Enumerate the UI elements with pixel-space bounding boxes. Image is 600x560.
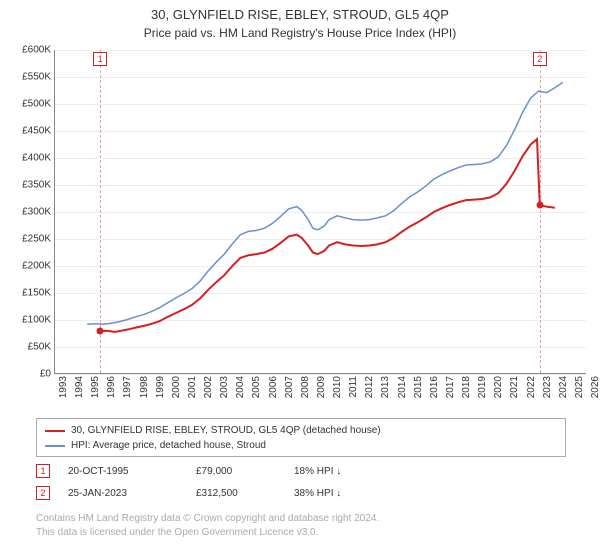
marker-label-box: 1 [93,52,107,66]
marker-dot [536,202,543,209]
sale-diff: 38% HPI [294,488,384,499]
x-tick-label: 2009 [316,376,327,398]
x-tick-label: 2017 [445,376,456,398]
x-tick-label: 2020 [493,376,504,398]
x-tick-label: 2021 [509,376,520,398]
x-tick-label: 1998 [139,376,150,398]
x-tick-label: 2002 [203,376,214,398]
x-tick-label: 2005 [251,376,262,398]
x-tick-label: 2003 [219,376,230,398]
x-tick-label: 1996 [106,376,117,398]
chart-area: 12 £0£50K£100K£150K£200K£250K£300K£350K£… [0,44,600,414]
x-tick-label: 1999 [155,376,166,398]
x-tick-label: 2013 [380,376,391,398]
legend-swatch-blue [45,445,65,447]
x-tick-label: 1995 [90,376,101,398]
x-tick-label: 2015 [413,376,424,398]
x-tick-label: 2011 [348,376,359,398]
x-tick-label: 2001 [187,376,198,398]
y-tick-label: £400K [5,153,51,164]
legend-item-price-paid: 30, GLYNFIELD RISE, EBLEY, STROUD, GL5 4… [45,423,557,438]
sale-price: £79,000 [196,466,276,477]
sale-rows: 1 20-OCT-1995 £79,000 18% HPI 2 25-JAN-2… [36,460,566,504]
x-tick-label: 2025 [574,376,585,398]
x-tick-label: 2010 [332,376,343,398]
y-tick-label: £150K [5,288,51,299]
x-tick-label: 2019 [477,376,488,398]
y-tick-label: £100K [5,315,51,326]
x-tick-label: 2004 [235,376,246,398]
sale-marker-1: 1 [36,464,50,478]
y-tick-label: £50K [5,342,51,353]
y-tick-label: £550K [5,72,51,83]
y-tick-label: £600K [5,45,51,56]
attribution-line: This data is licensed under the Open Gov… [36,526,566,540]
chart-container: 30, GLYNFIELD RISE, EBLEY, STROUD, GL5 4… [0,0,600,560]
sale-marker-2: 2 [36,486,50,500]
chart-subtitle: Price paid vs. HM Land Registry's House … [0,24,600,40]
x-tick-label: 1993 [58,376,69,398]
x-tick-label: 2024 [558,376,569,398]
y-tick-label: £250K [5,234,51,245]
x-tick-label: 2007 [284,376,295,398]
chart-title: 30, GLYNFIELD RISE, EBLEY, STROUD, GL5 4… [0,0,600,24]
x-tick-label: 2012 [364,376,375,398]
legend-item-hpi: HPI: Average price, detached house, Stro… [45,438,557,453]
x-tick-label: 2026 [590,376,600,398]
marker-label-box: 2 [533,52,547,66]
x-tick-label: 2022 [526,376,537,398]
x-tick-label: 2023 [542,376,553,398]
x-tick-label: 2014 [397,376,408,398]
sale-price: £312,500 [196,488,276,499]
sale-date: 25-JAN-2023 [68,488,178,499]
x-tick-label: 2006 [268,376,279,398]
line-chart-svg [55,50,587,374]
x-tick-label: 1994 [74,376,85,398]
x-tick-label: 2016 [429,376,440,398]
legend-box: 30, GLYNFIELD RISE, EBLEY, STROUD, GL5 4… [36,418,566,457]
sale-row: 2 25-JAN-2023 £312,500 38% HPI [36,482,566,504]
y-tick-label: £450K [5,126,51,137]
legend-swatch-red [45,430,65,432]
legend-label: 30, GLYNFIELD RISE, EBLEY, STROUD, GL5 4… [71,423,381,438]
legend-label: HPI: Average price, detached house, Stro… [71,438,266,453]
attribution-line: Contains HM Land Registry data © Crown c… [36,512,566,526]
sale-row: 1 20-OCT-1995 £79,000 18% HPI [36,460,566,482]
attribution-text: Contains HM Land Registry data © Crown c… [36,512,566,539]
y-tick-label: £350K [5,180,51,191]
sale-diff: 18% HPI [294,466,384,477]
y-tick-label: £200K [5,261,51,272]
y-tick-label: £500K [5,99,51,110]
series-line-hpi [87,82,563,324]
marker-dot [97,328,104,335]
x-tick-label: 2018 [461,376,472,398]
x-tick-label: 2000 [171,376,182,398]
y-tick-label: £0 [5,369,51,380]
x-tick-label: 1997 [122,376,133,398]
plot-area: 12 [54,50,586,374]
sale-date: 20-OCT-1995 [68,466,178,477]
y-tick-label: £300K [5,207,51,218]
x-tick-label: 2008 [300,376,311,398]
